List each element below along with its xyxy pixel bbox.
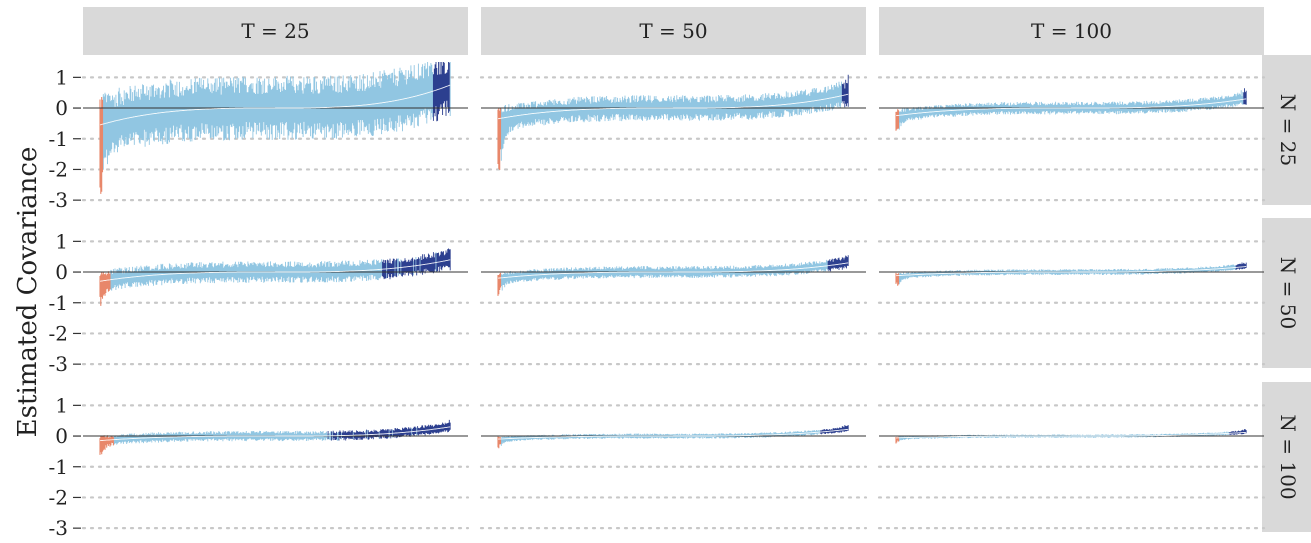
- row-strip-label-1: N = 25: [1276, 94, 1300, 166]
- panel-N100-T25: [81, 404, 470, 530]
- panel-N50-T50: [479, 240, 868, 366]
- negative-significant-bars: [895, 109, 900, 131]
- interval-bars: [500, 430, 821, 446]
- negative-significant-bars: [99, 271, 111, 306]
- col-strip-label-3: T = 100: [1031, 19, 1112, 43]
- y-tick-label: 1: [55, 393, 68, 417]
- y-tick-label: -1: [49, 291, 68, 315]
- panel-N100-T100: [877, 404, 1266, 530]
- negative-significant-bars: [895, 272, 900, 286]
- negative-significant-bars: [497, 272, 502, 296]
- col-strip-label-2: T = 50: [639, 19, 707, 43]
- panel-N25-T25: [81, 62, 470, 202]
- interval-bars: [898, 90, 1244, 130]
- column-strips: T = 25 T = 50 T = 100: [83, 7, 1264, 55]
- negative-significant-bars: [497, 107, 502, 170]
- y-tick-label: -3: [49, 352, 68, 376]
- y-tick-label: 0: [55, 260, 68, 284]
- panel-N100-T50: [479, 404, 868, 530]
- y-tick-label: -2: [49, 321, 68, 345]
- y-tick-label: -3: [49, 516, 68, 539]
- negative-significant-bars: [99, 435, 114, 455]
- negative-significant-bars: [99, 97, 104, 194]
- row-strip-bg-3: [1262, 382, 1311, 532]
- estimate-line: [497, 93, 849, 120]
- panels: [81, 62, 1266, 530]
- estimate-line: [896, 266, 1247, 277]
- estimate-line: [896, 431, 1247, 439]
- row-strip-label-2: N = 50: [1276, 257, 1300, 329]
- estimate-line: [895, 98, 1247, 117]
- row-strip-bg-1: [1262, 55, 1311, 205]
- estimate-line: [498, 428, 849, 440]
- y-tick-label: 0: [55, 424, 68, 448]
- y-axis-label: Estimated Covariance: [13, 147, 43, 438]
- panel-N50-T25: [81, 240, 470, 366]
- y-tick-label: 1: [55, 65, 68, 89]
- estimate-line: [99, 259, 451, 282]
- positive-significant-bars: [1229, 429, 1247, 435]
- panel-N25-T100: [877, 76, 1266, 202]
- col-strip-bg-3: [879, 7, 1264, 55]
- y-tick-label: 1: [55, 229, 68, 253]
- negative-significant-bars: [895, 436, 900, 444]
- col-strip-bg-2: [481, 7, 866, 55]
- estimate-line: [99, 84, 451, 126]
- estimate-line: [99, 426, 451, 442]
- y-tick-label: -3: [49, 188, 68, 212]
- row-strip-bg-2: [1262, 218, 1311, 368]
- y-tick-label: 0: [55, 96, 68, 120]
- interval-bars: [500, 81, 842, 161]
- y-tick-label: -1: [49, 455, 68, 479]
- negative-significant-bars: [497, 436, 502, 449]
- panel-N50-T100: [877, 240, 1266, 366]
- y-tick-label: -1: [49, 127, 68, 151]
- row-strip-label-3: N = 100: [1276, 414, 1300, 499]
- panel-N25-T50: [479, 74, 868, 202]
- row-strips: N = 25 N = 50 N = 100: [1262, 55, 1311, 532]
- col-strip-bg-1: [83, 7, 468, 55]
- estimate-line: [497, 262, 849, 279]
- col-strip-label-1: T = 25: [241, 19, 309, 43]
- positive-significant-bars: [841, 74, 849, 108]
- positive-significant-bars: [382, 248, 451, 280]
- y-tick-label: -2: [49, 485, 68, 509]
- interval-bars: [500, 259, 828, 291]
- interval-bars: [898, 264, 1236, 285]
- positive-significant-bars: [432, 62, 450, 122]
- positive-significant-bars: [1235, 262, 1247, 270]
- positive-significant-bars: [1243, 88, 1247, 105]
- y-tick-label: -2: [49, 157, 68, 181]
- y-axes: 1 0 -1 -2 -3 1 0 -1 -2 -3 1 0 -1 -2 -3: [49, 65, 81, 540]
